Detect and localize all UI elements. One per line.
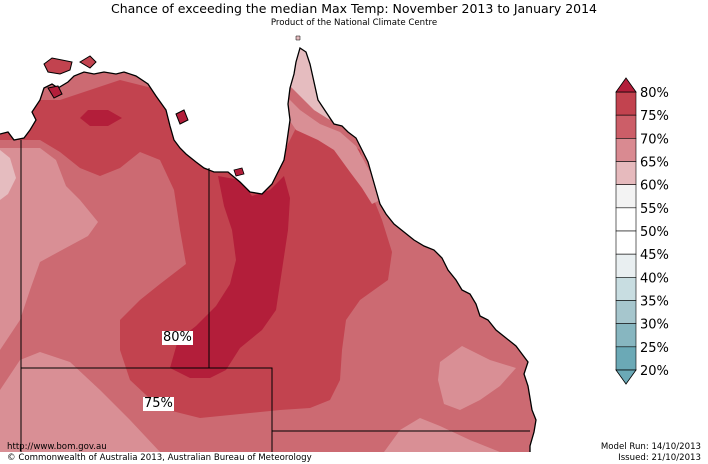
legend-swatch — [615, 184, 637, 209]
legend-label: 25% — [640, 341, 669, 356]
legend-swatch — [615, 253, 637, 278]
legend-swatch — [615, 161, 637, 185]
legend-swatch — [615, 207, 637, 232]
region-65-west — [0, 148, 98, 350]
region-80-small — [80, 110, 122, 126]
region-65-east — [438, 346, 516, 410]
island-mornington — [233, 167, 245, 177]
island-torres — [295, 35, 301, 41]
legend-label: 70% — [640, 132, 669, 147]
footer-copyright: © Commonwealth of Australia 2013, Austra… — [7, 453, 312, 463]
island-small-2 — [47, 85, 63, 99]
footer-issued: Issued: 21/10/2013 — [618, 453, 701, 463]
legend-label: 50% — [640, 225, 669, 240]
legend-swatch — [615, 346, 637, 371]
legend-swatch — [615, 138, 637, 162]
map-subtitle: Product of the National Climate Centre — [270, 18, 438, 28]
footer-url[interactable]: http://www.bom.gov.au — [7, 442, 107, 452]
footer-right: Model Run: 14/10/2013 Issued: 21/10/2013 — [601, 442, 701, 464]
legend-label: 75% — [640, 109, 669, 124]
legend-label: 40% — [640, 271, 669, 286]
legend-swatch — [615, 323, 637, 348]
legend-label: 65% — [640, 156, 669, 171]
legend-swatch — [615, 277, 637, 301]
footer-left: http://www.bom.gov.au © Commonwealth of … — [7, 442, 312, 464]
legend-bottom-arrow — [615, 369, 637, 385]
region-65-southeast — [384, 418, 500, 452]
legend-label: 35% — [640, 295, 669, 310]
legend-label: 55% — [640, 202, 669, 217]
map-label-75: 75% — [143, 396, 174, 411]
border-south — [21, 367, 530, 432]
legend-swatch — [615, 91, 637, 116]
legend-label: 80% — [640, 86, 669, 101]
region-60-west — [0, 150, 16, 200]
region-80 — [170, 176, 290, 378]
map-title: Chance of exceeding the median Max Temp:… — [110, 1, 598, 16]
legend-top-arrow — [615, 77, 637, 93]
map-label-80: 80% — [162, 330, 193, 345]
legend-label: 20% — [640, 364, 669, 379]
region-75 — [0, 80, 392, 418]
coastline — [0, 46, 537, 452]
region-65-cape — [286, 96, 380, 204]
legend-swatch — [615, 114, 637, 139]
legend-label: 45% — [640, 248, 669, 263]
legend-swatch — [615, 300, 637, 324]
legend-swatch — [615, 230, 637, 255]
legend-label: 60% — [640, 179, 669, 194]
island-melville — [43, 57, 73, 75]
island-groote — [175, 109, 189, 125]
region-65-southwest — [0, 352, 160, 452]
legend-label: 30% — [640, 318, 669, 333]
island-small-1 — [79, 55, 97, 69]
footer-model-run: Model Run: 14/10/2013 — [600, 442, 701, 452]
